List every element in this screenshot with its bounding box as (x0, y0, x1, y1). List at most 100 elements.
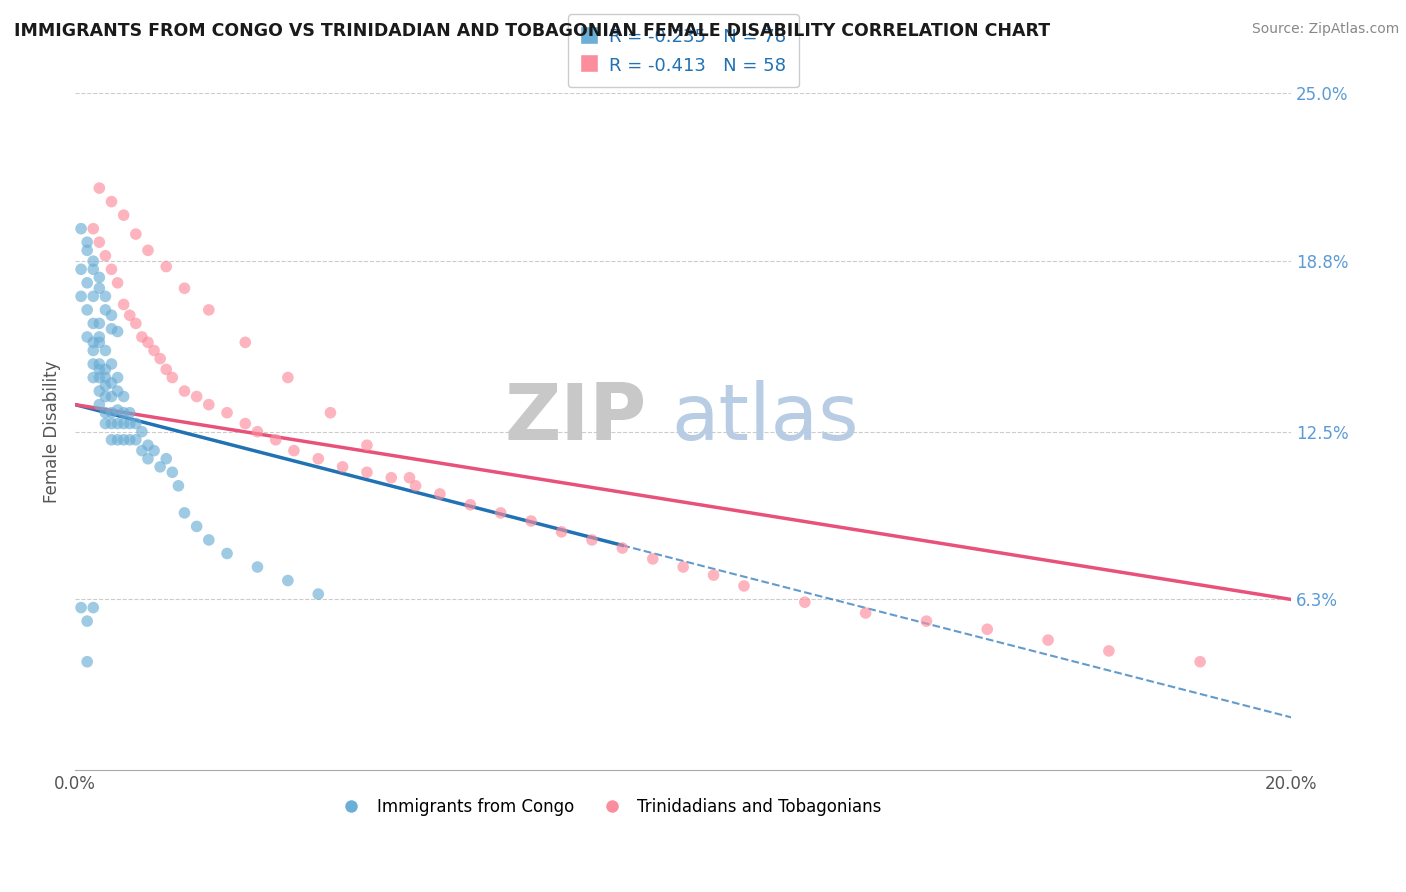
Point (162, 465, 184, 479)
Point (100, 389, 122, 403)
Point (82, 262, 104, 277)
Point (581, 533, 603, 547)
Point (283, 443, 305, 458)
Point (125, 417, 148, 431)
Point (143, 443, 166, 458)
Point (215, 406, 238, 420)
Point (277, 574, 299, 588)
Point (94, 378, 117, 392)
Point (173, 281, 195, 295)
Point (89, 270, 111, 285)
Point (89, 362, 111, 376)
Point (76, 235, 98, 250)
Point (82, 221, 104, 235)
Point (155, 362, 177, 376)
Point (100, 357, 122, 371)
Point (70, 600, 93, 615)
Point (125, 433, 148, 447)
Point (246, 560, 269, 574)
Point (136, 451, 159, 466)
Point (167, 479, 190, 493)
Text: Source: ZipAtlas.com: Source: ZipAtlas.com (1251, 22, 1399, 37)
Point (319, 406, 342, 420)
Legend: Immigrants from Congo, Trinidadians and Tobagonians: Immigrants from Congo, Trinidadians and … (332, 791, 889, 822)
Point (118, 308, 141, 322)
Point (76, 655, 98, 669)
Point (100, 262, 122, 277)
Point (112, 389, 135, 403)
Point (1036, 633, 1059, 648)
Point (112, 208, 135, 222)
Point (356, 465, 378, 479)
Point (100, 376, 122, 390)
Point (107, 403, 129, 417)
Point (100, 194, 122, 209)
Point (76, 614, 98, 628)
Point (94, 406, 117, 420)
Point (131, 330, 153, 344)
Point (94, 249, 117, 263)
Point (641, 552, 664, 566)
Point (672, 560, 695, 574)
Point (307, 587, 329, 601)
Point (186, 519, 208, 533)
Point (94, 289, 117, 303)
Point (307, 451, 329, 466)
Point (398, 471, 420, 485)
Text: ZIP: ZIP (505, 380, 647, 456)
Point (733, 579, 755, 593)
Point (82, 343, 104, 358)
Point (136, 244, 159, 258)
Point (82, 335, 104, 350)
Point (94, 343, 117, 358)
Point (118, 433, 141, 447)
Point (198, 302, 221, 317)
Point (89, 317, 111, 331)
Point (1189, 655, 1212, 669)
Point (112, 406, 135, 420)
Y-axis label: Female Disability: Female Disability (44, 360, 60, 503)
Point (100, 433, 122, 447)
Point (82, 600, 104, 615)
Point (94, 417, 117, 431)
Point (82, 289, 104, 303)
Point (89, 330, 111, 344)
Point (107, 433, 129, 447)
Point (155, 451, 177, 466)
Point (70, 289, 93, 303)
Point (107, 417, 129, 431)
Point (173, 506, 195, 520)
Point (233, 417, 256, 431)
Point (89, 398, 111, 412)
Point (429, 487, 451, 501)
Point (112, 433, 135, 447)
Point (112, 297, 135, 311)
Point (489, 506, 512, 520)
Point (356, 438, 378, 452)
Point (1098, 644, 1121, 658)
Point (89, 281, 111, 295)
Point (612, 541, 634, 555)
Point (125, 317, 148, 331)
Point (131, 443, 153, 458)
Point (89, 181, 111, 195)
Point (915, 614, 938, 628)
Point (70, 262, 93, 277)
Point (94, 370, 117, 384)
Point (793, 595, 815, 609)
Point (76, 330, 98, 344)
Point (118, 406, 141, 420)
Point (380, 471, 402, 485)
Point (82, 370, 104, 384)
Point (89, 357, 111, 371)
Point (82, 357, 104, 371)
Point (112, 417, 135, 431)
Point (277, 370, 299, 384)
Point (76, 302, 98, 317)
Point (264, 433, 287, 447)
Point (162, 370, 184, 384)
Point (332, 459, 354, 474)
Point (855, 606, 877, 620)
Point (89, 235, 111, 250)
Point (94, 302, 117, 317)
